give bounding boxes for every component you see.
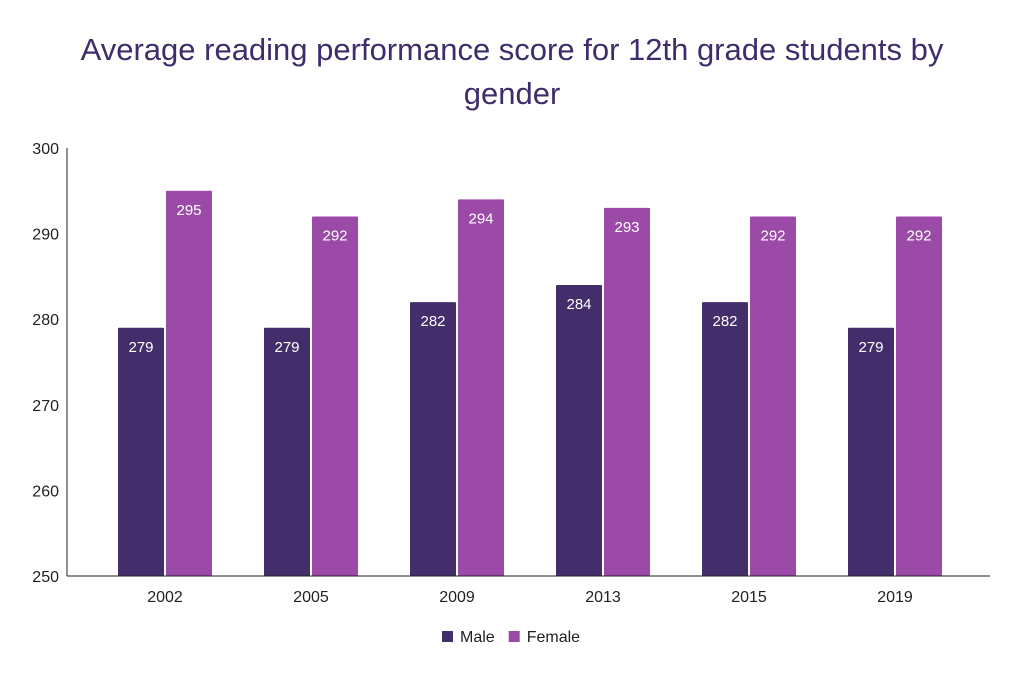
bar-male [410, 302, 456, 576]
bar-male [264, 327, 310, 576]
bar-female [458, 199, 504, 577]
x-tick-label: 2015 [731, 589, 767, 606]
x-tick-label: 2013 [585, 589, 621, 606]
data-label: 279 [858, 339, 883, 356]
y-tick-label: 300 [32, 141, 59, 158]
bar-male [702, 302, 748, 576]
data-label: 284 [566, 296, 591, 313]
data-label: 295 [176, 202, 201, 219]
data-label: 293 [614, 219, 639, 236]
legend-label-female: Female [527, 629, 580, 646]
bar-female [166, 190, 212, 577]
legend-swatch-female [508, 631, 520, 642]
bar-female [312, 216, 358, 577]
data-label: 279 [128, 339, 153, 356]
y-tick-label: 260 [32, 483, 59, 500]
data-label: 279 [274, 339, 299, 356]
data-label: 282 [420, 313, 445, 330]
y-tick-label: 270 [32, 398, 59, 415]
x-tick-label: 2019 [877, 589, 913, 606]
chart-title: Average reading performance score for 12… [80, 32, 944, 111]
legend-label-male: Male [460, 629, 495, 646]
x-tick-label: 2009 [439, 589, 475, 606]
bar-male [556, 284, 602, 576]
y-tick-label: 280 [32, 312, 59, 329]
legend-swatch-male [442, 631, 453, 642]
bar-male [118, 327, 164, 576]
x-tick-label: 2002 [147, 589, 183, 606]
data-label: 294 [468, 210, 493, 227]
bar-male [848, 327, 894, 576]
bar-female [750, 216, 796, 577]
data-label: 282 [712, 313, 737, 330]
x-tick-label: 2005 [293, 589, 329, 606]
data-label: 292 [322, 227, 347, 244]
data-label: 292 [906, 227, 931, 244]
bar-female [604, 207, 650, 577]
data-label: 292 [760, 227, 785, 244]
bar-female [896, 216, 942, 577]
y-tick-label: 290 [32, 227, 59, 244]
y-tick-label: 250 [32, 569, 59, 586]
